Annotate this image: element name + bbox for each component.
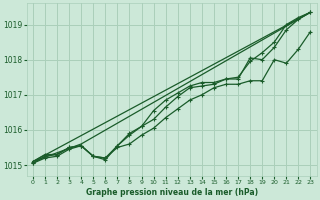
X-axis label: Graphe pression niveau de la mer (hPa): Graphe pression niveau de la mer (hPa) bbox=[86, 188, 258, 197]
